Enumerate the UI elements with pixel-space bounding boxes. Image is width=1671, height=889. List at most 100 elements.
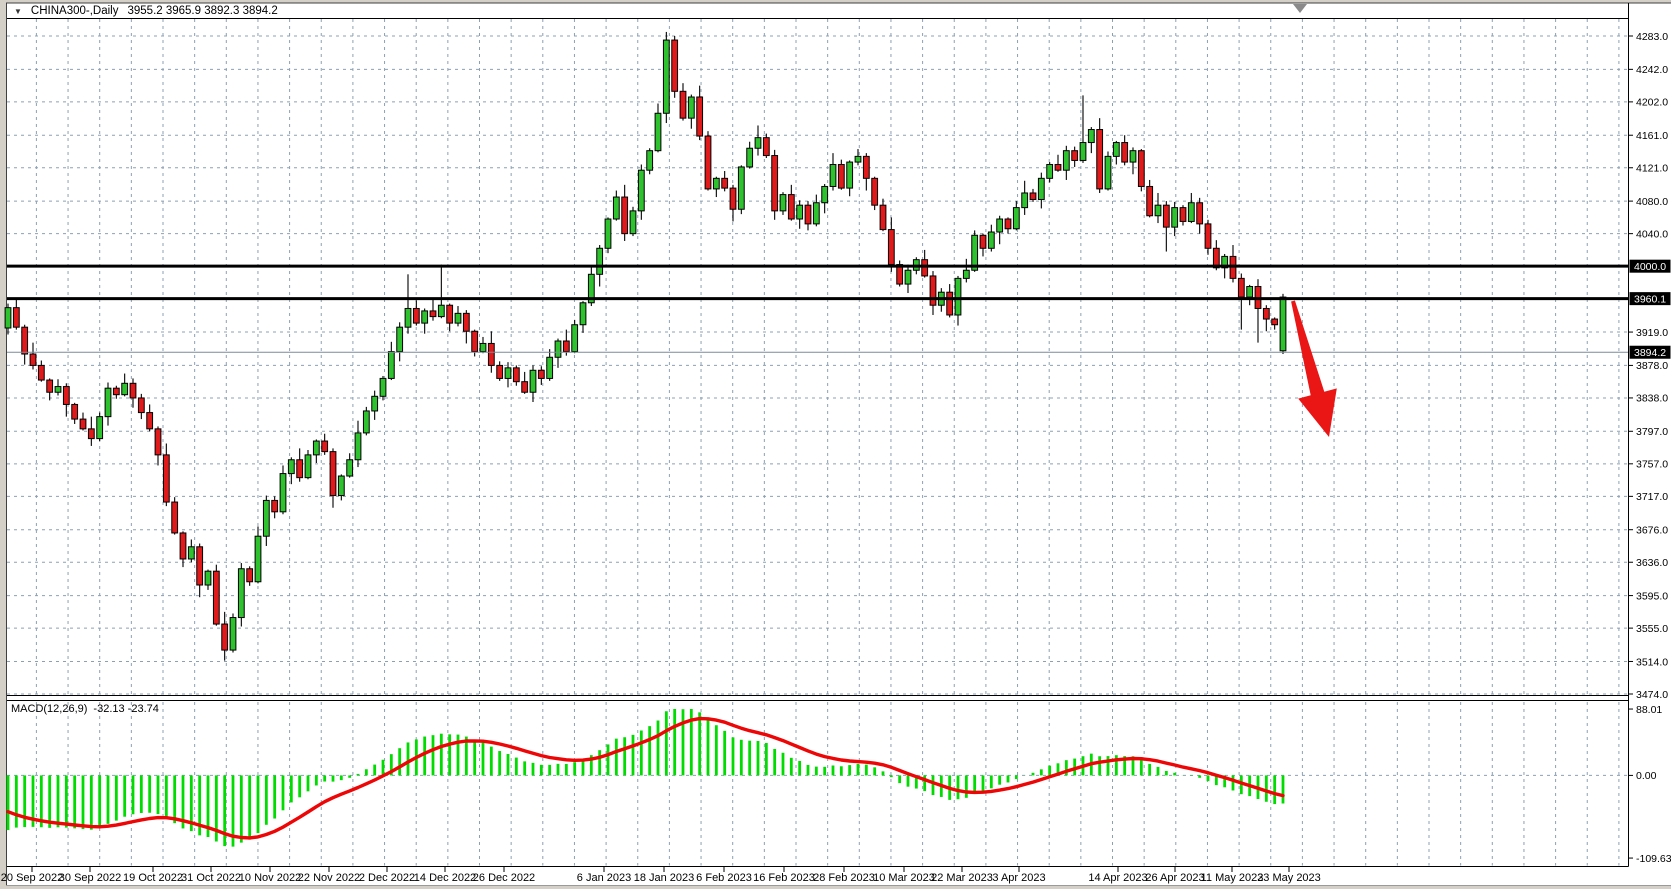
candle-body-bull <box>971 234 979 271</box>
price-tick-label: 4040.0 <box>1636 228 1668 240</box>
candle-body-bull <box>604 218 612 249</box>
candle-body-bull <box>779 194 787 212</box>
candle <box>1129 147 1137 175</box>
candle-body-bull <box>1046 164 1054 179</box>
candle <box>312 439 320 464</box>
candle <box>121 373 129 397</box>
candle <box>329 448 337 508</box>
price-tick-label: 4202.0 <box>1636 97 1668 109</box>
date-tick-label: 22 Mar 2023 <box>931 872 993 884</box>
sell-arrow[interactable] <box>1291 300 1337 438</box>
candle <box>646 148 654 175</box>
candle-body-bull <box>996 218 1004 233</box>
candle <box>212 564 220 626</box>
candle-body-bull <box>237 568 245 619</box>
grid-layer <box>7 19 1628 866</box>
candle-body-bear <box>129 382 137 399</box>
candle-body-bear <box>562 340 570 353</box>
candle <box>287 457 295 485</box>
candle <box>454 306 462 327</box>
chart-shift-marker-icon[interactable] <box>1293 4 1307 13</box>
candle <box>129 378 137 408</box>
candle-body-bear <box>696 96 704 137</box>
candle <box>79 412 87 431</box>
candle <box>462 310 470 344</box>
date-tick-label: 10 Mar 2023 <box>873 872 935 884</box>
candle <box>71 402 79 424</box>
candle <box>1171 201 1179 237</box>
candle <box>1204 219 1212 255</box>
candle <box>54 379 62 396</box>
candle <box>346 453 354 478</box>
candle-body-bear <box>1196 202 1204 225</box>
candle <box>496 361 504 381</box>
candle <box>546 349 554 381</box>
candle <box>179 531 187 568</box>
candle-body-bull <box>612 196 620 220</box>
candle <box>279 465 287 515</box>
macd-tick-label: 0.00 <box>1636 770 1657 782</box>
candle-body-bear <box>87 428 95 440</box>
candle <box>629 206 637 237</box>
candle-body-bull <box>187 546 195 560</box>
date-tick-label: 23 May 2023 <box>1257 872 1321 884</box>
candle <box>379 375 387 401</box>
candle <box>712 176 720 198</box>
candle <box>146 404 154 432</box>
candle-body-bear <box>1237 277 1245 298</box>
candle <box>246 566 254 586</box>
macd-plot-area[interactable] <box>7 701 1628 866</box>
candle <box>396 322 404 362</box>
candle <box>796 200 804 229</box>
candle-body-bear <box>621 196 629 235</box>
candle-body-bull <box>354 432 362 461</box>
candle <box>829 153 837 191</box>
candle <box>1154 192 1162 224</box>
candle-body-bull <box>812 202 820 225</box>
candle <box>1187 192 1195 224</box>
candle-body-bull <box>746 147 754 168</box>
chart-frame <box>7 3 1629 867</box>
candle-body-bull <box>1129 150 1137 163</box>
candle-body-bull <box>829 164 837 187</box>
candle <box>12 299 20 330</box>
candle-body-bull <box>287 459 295 475</box>
candle <box>1062 145 1070 180</box>
candle <box>404 274 412 334</box>
price-tick-label: 3717.0 <box>1636 491 1668 503</box>
date-tick-label: 18 Jan 2023 <box>634 872 695 884</box>
price-axis[interactable]: 4283.0 4242.0 4202.0 4161.0 4121.0 4080.0 4040… <box>1628 31 1671 865</box>
main-plot-area[interactable] <box>7 18 1628 696</box>
price-tick-label: 4283.0 <box>1636 31 1668 43</box>
candle <box>237 563 245 627</box>
candle-body-bull <box>846 161 854 189</box>
candle <box>154 426 162 466</box>
candle-body-bear <box>196 546 204 586</box>
candle-body-bear <box>221 623 229 651</box>
candle-body-bear <box>62 386 70 405</box>
price-marker-label: 3894.2 <box>1634 347 1666 359</box>
price-marker-box <box>1629 345 1671 359</box>
date-tick-label: 3 Apr 2023 <box>992 872 1045 884</box>
candle-body-bear <box>446 304 454 324</box>
price-tick-label: 3676.0 <box>1636 525 1668 537</box>
candle <box>429 299 437 321</box>
candle <box>1246 284 1254 306</box>
candle <box>37 360 45 382</box>
one-click-trading-collapse-icon[interactable]: ▼ <box>14 6 22 16</box>
price-tick-label: 4121.0 <box>1636 163 1668 175</box>
candle <box>62 383 70 417</box>
candle-body-bear <box>1121 142 1129 163</box>
candle <box>87 416 95 446</box>
candle <box>979 233 987 257</box>
candle <box>771 149 779 220</box>
candle-body-bear <box>462 312 470 332</box>
candle <box>421 308 429 334</box>
candle-body-bear <box>246 568 254 583</box>
candle-body-bear <box>946 291 954 316</box>
candle-body-bull <box>362 410 370 434</box>
window-chrome-top <box>0 0 1671 3</box>
candle-body-bear <box>787 194 795 220</box>
